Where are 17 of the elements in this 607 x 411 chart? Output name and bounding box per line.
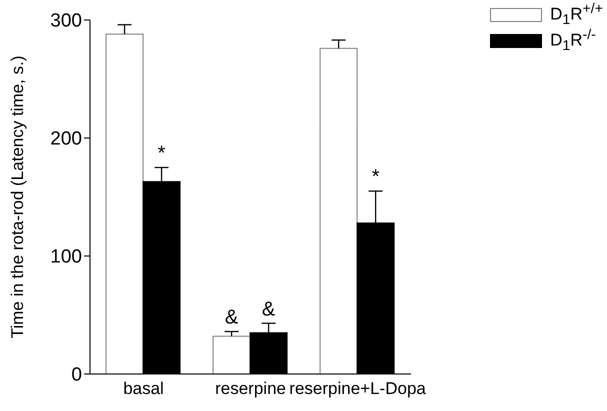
y-tick-label: 200 — [50, 128, 82, 150]
bar — [106, 34, 144, 374]
x-tick-label: reserpine — [215, 379, 286, 398]
y-axis-title: Time in the rota-rod (Latency time, s.) — [8, 56, 28, 338]
y-tick-label: 300 — [50, 10, 82, 32]
annotation: & — [262, 298, 276, 320]
legend-label: D$_{1}$R$^{-/-}$ — [550, 27, 596, 55]
x-tick-label: basal — [123, 379, 164, 398]
annotation: * — [372, 166, 380, 188]
annotation: & — [224, 306, 239, 329]
annotation: * — [158, 142, 166, 164]
y-tick-label: 100 — [50, 246, 82, 268]
x-tick-label: reserpine+L-Dopa — [289, 379, 426, 398]
y-tick-label: 0 — [71, 364, 82, 386]
bar — [320, 48, 358, 374]
bar — [212, 336, 251, 374]
legend-label: D$_{1}$R$^{+/+}$ — [550, 1, 603, 29]
